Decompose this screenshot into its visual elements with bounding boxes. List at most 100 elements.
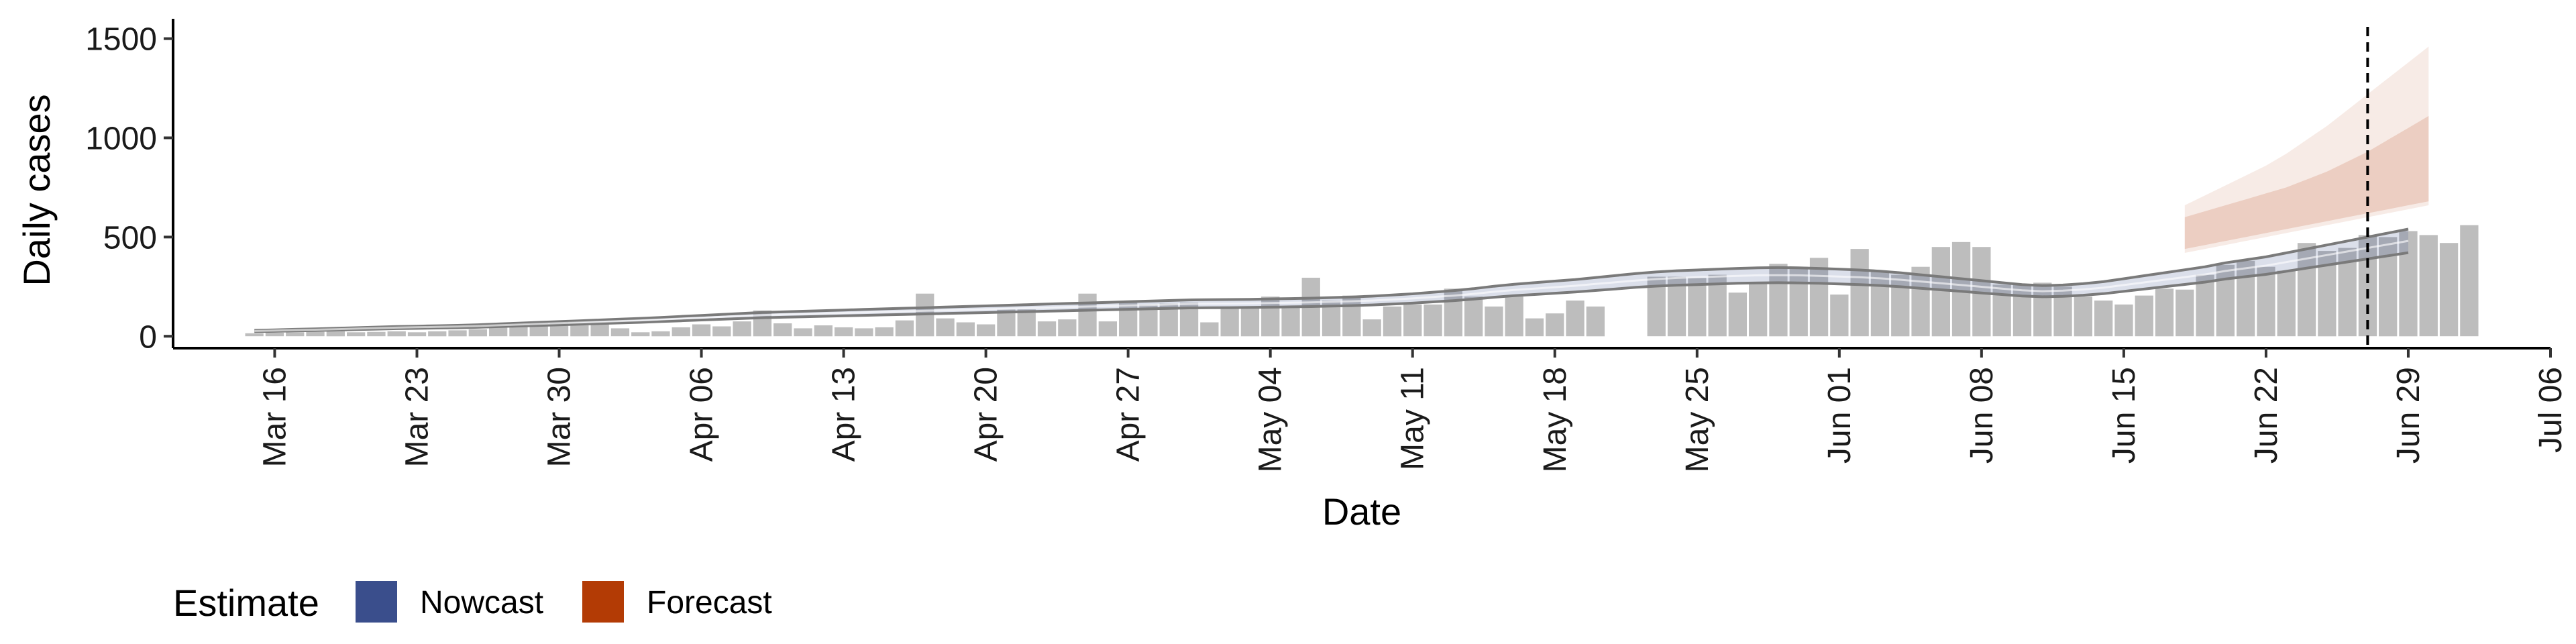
bar [2419,235,2438,337]
bar [509,325,528,337]
nowcast-lower-line [254,251,2409,333]
bar [855,328,873,337]
bar [2155,288,2174,337]
bar [306,331,325,337]
bar [2439,243,2459,337]
bar [692,324,711,337]
bar [2114,304,2133,337]
y-axis: 0 500 1000 1500 [85,22,173,355]
y-tick-label: 1500 [85,22,157,58]
bar [1951,241,1971,337]
bar [286,332,305,337]
x-tick-label: May 25 [1680,367,1715,472]
bar [794,328,812,337]
bar [2196,274,2214,337]
legend-title: Estimate [173,582,319,624]
x-tick-label: Apr 20 [969,367,1004,462]
y-tick-label: 1000 [85,121,157,156]
bar [1566,301,1585,337]
legend-label-forecast: Forecast [647,585,772,621]
legend: Estimate Nowcast Forecast [173,581,772,624]
bar [326,331,345,337]
bar [1220,306,1239,337]
bar [1809,258,1829,337]
bar [1688,278,1707,337]
x-tick-label: Mar 16 [257,367,292,467]
x-tick-label: Apr 06 [684,367,720,462]
bar [1464,297,1483,337]
bar [590,324,609,337]
bar [1586,306,1605,337]
x-tick-label: Jun 22 [2249,367,2284,464]
bar [1281,306,1300,337]
bar [712,326,731,337]
bar [814,325,833,337]
x-tick-label: Jun 15 [2106,367,2142,464]
x-tick-label: Jul 06 [2533,367,2569,453]
bar [1362,319,1381,337]
bar [997,309,1016,337]
legend-label-nowcast: Nowcast [420,585,543,621]
x-tick-label: May 04 [1253,367,1289,472]
bar [672,327,690,337]
bar [1403,304,1422,337]
bar [387,331,406,337]
bar [1911,266,1930,337]
x-tick-label: Apr 27 [1111,367,1146,462]
bar [2135,295,2153,337]
bar [2074,297,2092,337]
legend-key-forecast [582,581,624,623]
bar [1546,313,1564,337]
bar [956,322,975,337]
y-axis-title: Daily cases [15,94,58,286]
bar [367,331,386,337]
bar [1485,306,1503,337]
x-axis-title: Date [1322,490,1401,533]
bar [1424,304,1442,337]
x-tick-label: Jun 08 [1964,367,2000,464]
x-tick-label: Mar 30 [542,367,578,467]
forecast-band [2184,46,2429,254]
bar [570,325,589,337]
bar [1037,321,1057,337]
bar [1749,282,1768,337]
bar [1830,294,1849,337]
bar [2460,225,2479,337]
bar [1525,318,1544,337]
bar [1789,266,1808,337]
bar [1931,247,1950,337]
bar [2277,270,2296,337]
x-tick-label: May 11 [1395,367,1431,470]
bar [407,332,427,337]
bar [1240,307,1260,337]
bar [448,330,467,337]
bar [1098,321,1117,337]
legend-key-nowcast [356,581,397,623]
x-tick-label: Mar 23 [399,367,435,467]
bar [1505,297,1523,337]
bars [245,225,2479,337]
bar [1728,292,1747,337]
bar [936,318,955,337]
bar [468,329,487,337]
x-axis: Mar 16 Mar 23 Mar 30 Apr 06 Apr 13 Apr 20 Apr … [257,348,2569,472]
nowcast-upper-line [254,227,2409,332]
bar [733,321,751,337]
bar [1017,309,1036,337]
bar [835,327,853,337]
bar [2237,260,2255,337]
bar [610,328,630,337]
x-tick-label: Apr 13 [826,367,862,462]
bar [651,331,670,337]
bar [631,332,650,337]
bar [1383,306,1402,337]
nowcast-band [254,227,2409,333]
bar [1078,293,1097,337]
bar [428,331,447,337]
nowcast-median-line [254,239,2409,332]
bar [1850,249,1869,337]
x-tick-label: Jun 29 [2391,367,2426,464]
bar [2012,284,2032,337]
y-tick-label: 0 [139,319,157,355]
